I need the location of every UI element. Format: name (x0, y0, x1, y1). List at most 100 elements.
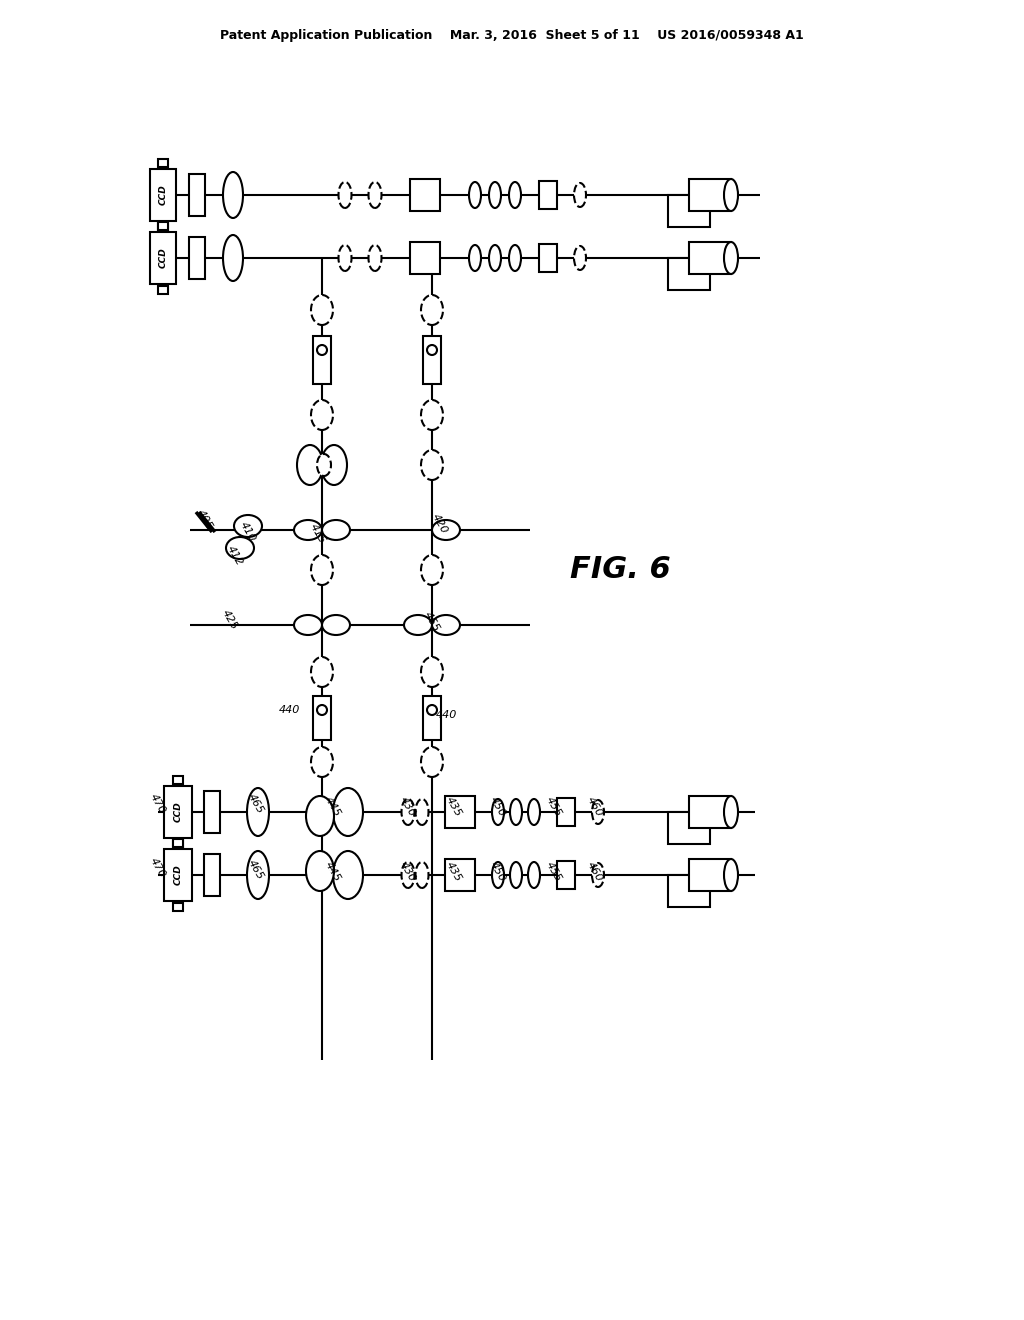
Ellipse shape (724, 180, 738, 211)
Text: 435: 435 (444, 861, 463, 883)
Ellipse shape (724, 859, 738, 891)
Bar (539, 244, 557, 272)
Ellipse shape (297, 445, 323, 484)
Text: CCD: CCD (159, 248, 168, 268)
Text: 412: 412 (225, 544, 245, 568)
Text: 450: 450 (488, 795, 507, 818)
Text: 415: 415 (308, 521, 328, 545)
Ellipse shape (339, 182, 351, 209)
Bar (668, 195, 710, 227)
Text: 445: 445 (323, 795, 342, 818)
Ellipse shape (421, 450, 443, 480)
Ellipse shape (223, 235, 243, 281)
Bar (313, 696, 331, 741)
Ellipse shape (311, 657, 333, 686)
Bar (158, 222, 168, 230)
Text: 455: 455 (544, 861, 563, 883)
Bar (150, 169, 176, 220)
Bar (410, 180, 440, 211)
Bar (689, 859, 731, 891)
Bar (204, 854, 220, 896)
Bar (173, 840, 183, 847)
Ellipse shape (427, 345, 437, 355)
Ellipse shape (421, 657, 443, 686)
Ellipse shape (311, 554, 333, 585)
Ellipse shape (369, 182, 382, 209)
Text: 460: 460 (585, 795, 604, 818)
Ellipse shape (469, 246, 481, 271)
Ellipse shape (492, 799, 504, 825)
Ellipse shape (427, 705, 437, 715)
Text: 425: 425 (220, 609, 240, 631)
Ellipse shape (321, 445, 347, 484)
Ellipse shape (401, 799, 415, 825)
Bar (445, 796, 475, 828)
Text: 455: 455 (544, 795, 563, 818)
Ellipse shape (574, 183, 586, 207)
Ellipse shape (311, 400, 333, 430)
Bar (689, 180, 731, 211)
Bar (173, 776, 183, 784)
Ellipse shape (226, 537, 254, 558)
Ellipse shape (489, 182, 501, 209)
Bar (189, 174, 205, 216)
Ellipse shape (404, 615, 432, 635)
Ellipse shape (421, 554, 443, 585)
Ellipse shape (432, 615, 460, 635)
Ellipse shape (306, 796, 334, 836)
Text: 435: 435 (444, 795, 463, 818)
Ellipse shape (333, 851, 362, 899)
Ellipse shape (306, 851, 334, 891)
Bar (189, 238, 205, 279)
Bar (313, 337, 331, 384)
Text: 430: 430 (398, 861, 418, 883)
Text: 420: 420 (430, 512, 450, 536)
Bar (173, 840, 183, 847)
Bar (204, 791, 220, 833)
Text: 440: 440 (279, 705, 300, 715)
Ellipse shape (317, 454, 331, 477)
Bar (410, 242, 440, 275)
Text: 440: 440 (436, 710, 458, 719)
Ellipse shape (234, 515, 262, 537)
Bar (668, 812, 710, 843)
Text: 445: 445 (323, 861, 342, 883)
Text: 430: 430 (398, 795, 418, 818)
Ellipse shape (339, 246, 351, 271)
Bar (158, 286, 168, 294)
Ellipse shape (574, 246, 586, 271)
Ellipse shape (317, 345, 327, 355)
Ellipse shape (322, 520, 350, 540)
Bar (164, 849, 193, 902)
Bar (668, 875, 710, 907)
Ellipse shape (528, 862, 540, 888)
Bar (164, 785, 193, 838)
Ellipse shape (724, 242, 738, 275)
Ellipse shape (509, 182, 521, 209)
Ellipse shape (510, 799, 522, 825)
Bar (689, 796, 731, 828)
Bar (150, 232, 176, 284)
Ellipse shape (489, 246, 501, 271)
Ellipse shape (509, 246, 521, 271)
Text: 465: 465 (246, 858, 265, 882)
Ellipse shape (333, 788, 362, 836)
Ellipse shape (294, 520, 322, 540)
Ellipse shape (247, 851, 269, 899)
Text: 460: 460 (585, 861, 604, 883)
Ellipse shape (223, 172, 243, 218)
Text: 405: 405 (195, 508, 214, 532)
Text: 470: 470 (148, 792, 167, 816)
Ellipse shape (421, 400, 443, 430)
Ellipse shape (469, 182, 481, 209)
Ellipse shape (432, 520, 460, 540)
Ellipse shape (492, 862, 504, 888)
Text: CCD: CCD (159, 185, 168, 206)
Bar (173, 903, 183, 911)
Ellipse shape (724, 796, 738, 828)
Text: CCD: CCD (173, 865, 182, 886)
Text: 470: 470 (148, 855, 167, 879)
Text: FIG. 6: FIG. 6 (569, 556, 671, 585)
Bar (668, 257, 710, 290)
Bar (557, 799, 575, 826)
